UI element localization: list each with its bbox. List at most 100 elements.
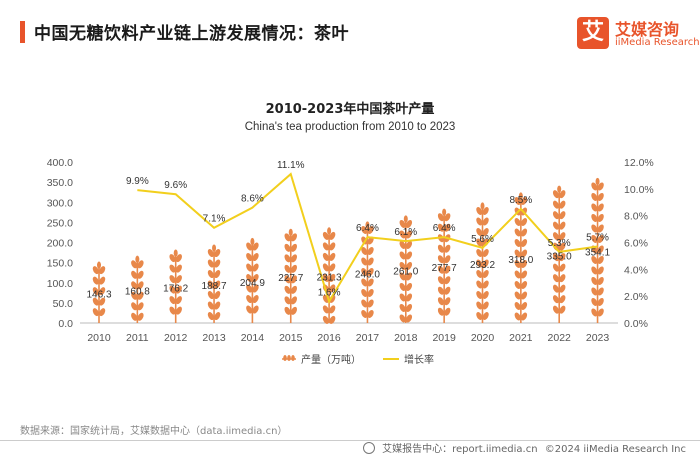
bar-grain: [137, 281, 144, 290]
bar-grain: [207, 301, 214, 310]
x-axis-tick: 2013: [202, 332, 226, 344]
bar-grain: [405, 230, 413, 239]
bar-grain: [137, 260, 144, 269]
bar-grain: [444, 213, 451, 222]
bar-grain: [482, 269, 489, 278]
bar-grain: [92, 276, 99, 285]
bar-grain: [169, 254, 176, 263]
bar-grain: [399, 219, 406, 228]
bar-grain: [552, 263, 560, 272]
right-axis-tick: 4.0%: [624, 264, 648, 276]
bar-grain: [597, 308, 604, 317]
bar-grain: [482, 311, 489, 320]
bar-value-label: 261.0: [393, 266, 418, 277]
line-value-label: 7.1%: [203, 214, 226, 225]
bar-grain: [169, 264, 176, 273]
bar-grain: [207, 270, 214, 279]
bar-grain: [405, 303, 413, 312]
data-source: 数据来源：国家统计局，艾媒数据中心（data.iimedia.cn）: [20, 426, 288, 437]
bar-grain: [175, 254, 182, 263]
right-axis-tick: 0.0%: [624, 318, 648, 330]
bar-grain: [322, 273, 329, 282]
bar-grain: [175, 264, 182, 273]
bar-grain: [476, 280, 483, 289]
bar-grain: [214, 301, 221, 310]
right-axis-tick: 6.0%: [624, 238, 648, 250]
bar-grain: [591, 308, 598, 317]
bar-grain: [252, 263, 259, 272]
left-axis-tick: 150.0: [47, 258, 73, 270]
bar-grain: [552, 200, 560, 209]
x-axis-tick: 2011: [126, 332, 149, 344]
bar-grain: [214, 259, 221, 268]
bar-grain: [361, 288, 368, 297]
bar-grain: [131, 291, 138, 300]
bar-grain: [399, 261, 406, 270]
footer-divider: [0, 440, 700, 441]
bar-grain: [367, 246, 374, 255]
bar-tip: [557, 185, 562, 193]
bar-grain: [290, 285, 298, 294]
bar-grain: [444, 244, 451, 253]
bar-tip: [442, 208, 447, 216]
bar-grain: [514, 239, 521, 247]
bar-grain: [514, 281, 521, 289]
bar-grain: [476, 238, 483, 247]
bar-grain: [290, 275, 298, 284]
bar-value-label: 204.9: [240, 278, 265, 289]
bar-grain: [520, 260, 528, 268]
bar-grain: [246, 295, 253, 304]
bar-grain: [437, 297, 445, 306]
bar-grain: [399, 303, 406, 312]
chart-title: 2010-2023年中国茶叶产量: [265, 102, 435, 117]
bar-grain: [437, 255, 445, 264]
bar-grain: [476, 227, 483, 236]
bar-grain: [169, 285, 176, 294]
bar-grain: [207, 312, 214, 321]
bar-grain: [367, 257, 374, 266]
right-axis-tick: 2.0%: [624, 291, 648, 303]
bar-value-label: 227.7: [278, 273, 303, 284]
bar-grain: [597, 213, 604, 222]
bar-grain: [169, 306, 176, 315]
bar-grain: [597, 203, 604, 212]
chart-subtitle: China's tea production from 2010 to 2023: [244, 121, 456, 133]
bar-grain: [290, 306, 298, 315]
bar-grain: [559, 242, 566, 251]
bar-grain: [520, 270, 528, 279]
bar-tip: [135, 255, 140, 263]
bar-grain: [514, 312, 521, 321]
report-site[interactable]: 艾媒报告中心：report.iimedia.cn: [382, 444, 538, 455]
bar-grain: [137, 270, 144, 279]
bar-grain: [437, 307, 445, 316]
bar-grain: [131, 270, 138, 279]
bar-grain: [284, 296, 291, 305]
bar-grain: [476, 217, 483, 226]
bar-grain: [137, 291, 144, 300]
bar-grain: [284, 275, 291, 284]
bar-grain: [246, 242, 253, 251]
bar-grain: [444, 276, 451, 285]
line-value-label: 1.6%: [318, 288, 341, 299]
bar-value-label: 335.0: [547, 252, 572, 263]
bar-grain: [405, 251, 413, 260]
bar-grain: [399, 293, 406, 302]
line-value-label: 6.1%: [394, 227, 417, 238]
bar-grain: [361, 267, 368, 276]
bar-grain: [290, 254, 298, 263]
line-value-label: 6.4%: [433, 223, 456, 234]
bar-grain: [361, 278, 368, 287]
bar-grain: [597, 287, 604, 296]
bar-grain: [444, 223, 451, 232]
bar-grain: [207, 291, 214, 300]
bar-grain: [559, 295, 566, 304]
bar-grain: [131, 302, 138, 311]
bar-tip: [403, 215, 408, 223]
left-axis-tick: 0.0: [58, 318, 73, 330]
bar-grain: [284, 285, 291, 294]
bar-grain: [329, 315, 336, 324]
bar-grain: [361, 299, 368, 308]
left-axis-tick: 350.0: [47, 177, 73, 189]
bar-grain: [290, 233, 298, 242]
bar-grain: [399, 230, 406, 239]
